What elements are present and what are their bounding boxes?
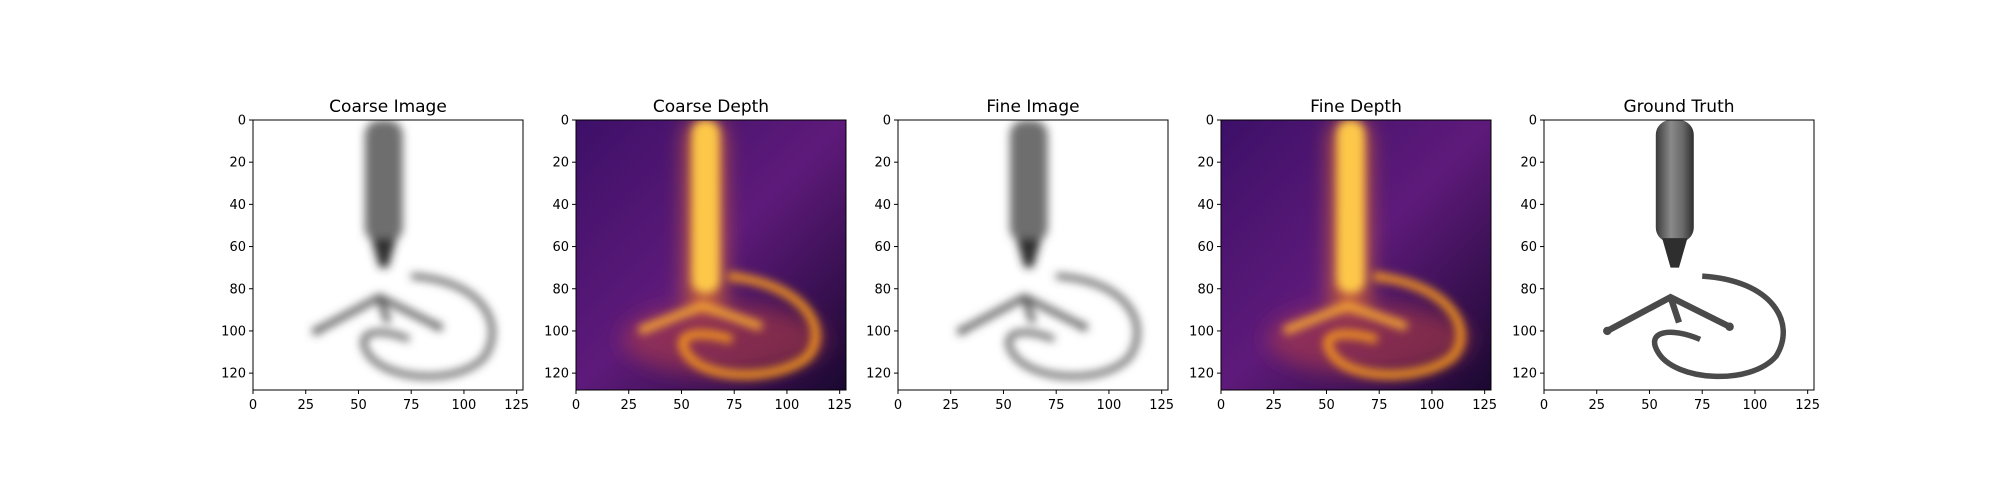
y-tick-label: 80 xyxy=(1520,282,1537,297)
plot-image xyxy=(1603,120,1786,380)
panel-title: Coarse Depth xyxy=(653,97,769,117)
x-tick-label: 125 xyxy=(1149,398,1174,413)
x-tick-label: 75 xyxy=(403,398,420,413)
panel-title: Ground Truth xyxy=(1623,97,1734,117)
y-tick-label: 120 xyxy=(866,367,891,382)
object xyxy=(1603,120,1786,380)
y-tick-label: 80 xyxy=(552,282,569,297)
x-tick-label: 75 xyxy=(1048,398,1065,413)
x-tick-label: 50 xyxy=(995,398,1012,413)
axes-frame xyxy=(252,119,524,391)
x-tick-label: 100 xyxy=(1743,398,1768,413)
y-tick-label: 100 xyxy=(866,324,891,339)
y-tick-label: 0 xyxy=(561,114,569,129)
x-tick-label: 0 xyxy=(572,398,580,413)
plot-image xyxy=(312,120,495,380)
y-tick-label: 100 xyxy=(544,324,569,339)
axes-frame xyxy=(1543,119,1815,391)
y-tick-label: 60 xyxy=(552,240,569,255)
x-tick-label: 75 xyxy=(1371,398,1388,413)
x-tick-label: 25 xyxy=(297,398,314,413)
y-tick-label: 20 xyxy=(229,156,246,171)
x-tick-label: 50 xyxy=(673,398,690,413)
plot-image xyxy=(957,120,1140,380)
x-tick-label: 125 xyxy=(827,398,852,413)
y-tick-label: 20 xyxy=(1520,156,1537,171)
y-tick-label: 40 xyxy=(874,198,891,213)
y-tick-label: 80 xyxy=(874,282,891,297)
x-tick-label: 0 xyxy=(894,398,902,413)
y-tick-label: 120 xyxy=(1512,367,1537,382)
axes-frame xyxy=(897,119,1169,391)
panel-title: Fine Depth xyxy=(1310,97,1402,117)
y-tick-label: 100 xyxy=(221,324,246,339)
y-tick-label: 100 xyxy=(1512,324,1537,339)
y-tick-label: 100 xyxy=(1189,324,1214,339)
y-tick-label: 0 xyxy=(1206,114,1214,129)
plot-image xyxy=(576,120,846,390)
y-tick-label: 40 xyxy=(552,198,569,213)
y-tick-label: 120 xyxy=(221,367,246,382)
panel-2: Coarse Depth 0 25 50 75 100 125 0 20 40 60 80 100 120 xyxy=(544,97,852,413)
x-tick-label: 0 xyxy=(1540,398,1548,413)
object xyxy=(957,120,1140,380)
y-tick-label: 0 xyxy=(1529,114,1537,129)
y-tick-label: 60 xyxy=(874,240,891,255)
panel-5: Ground Truth 0 25 50 75 100 125 0 20 40 60 80 100 120 xyxy=(1512,97,1820,413)
x-tick-label: 25 xyxy=(942,398,959,413)
panel-4: Fine Depth 0 25 50 75 100 125 0 20 40 60 80 100 120 xyxy=(1189,97,1497,413)
depth-object xyxy=(1282,120,1465,379)
x-tick-label: 125 xyxy=(1472,398,1497,413)
y-tick-label: 40 xyxy=(229,198,246,213)
plot-image xyxy=(1221,120,1491,390)
y-tick-label: 60 xyxy=(229,240,246,255)
y-tick-label: 20 xyxy=(552,156,569,171)
object xyxy=(312,120,495,380)
x-tick-label: 75 xyxy=(726,398,743,413)
x-tick-label: 0 xyxy=(1217,398,1225,413)
y-tick-label: 120 xyxy=(1189,367,1214,382)
x-tick-label: 100 xyxy=(775,398,800,413)
x-tick-label: 50 xyxy=(1318,398,1335,413)
y-tick-label: 0 xyxy=(883,114,891,129)
y-tick-label: 20 xyxy=(1197,156,1214,171)
y-tick-label: 40 xyxy=(1197,198,1214,213)
panel-1: Coarse Image 0 25 50 75 100 125 0 20 40 60 80 100 120 xyxy=(221,97,529,413)
x-tick-label: 100 xyxy=(1097,398,1122,413)
axes-frame xyxy=(575,119,847,391)
x-tick-label: 100 xyxy=(452,398,477,413)
y-tick-label: 80 xyxy=(229,282,246,297)
x-tick-label: 25 xyxy=(1588,398,1605,413)
x-tick-label: 125 xyxy=(504,398,529,413)
x-tick-label: 25 xyxy=(1265,398,1282,413)
x-tick-label: 50 xyxy=(350,398,367,413)
y-tick-label: 80 xyxy=(1197,282,1214,297)
y-tick-label: 120 xyxy=(544,367,569,382)
x-tick-label: 25 xyxy=(620,398,637,413)
y-tick-label: 60 xyxy=(1197,240,1214,255)
y-tick-label: 0 xyxy=(238,114,246,129)
panel-title: Coarse Image xyxy=(329,97,447,117)
x-tick-label: 100 xyxy=(1420,398,1445,413)
panel-3: Fine Image 0 25 50 75 100 125 0 20 40 60 80 100 120 xyxy=(866,97,1174,413)
axes-frame xyxy=(1220,119,1492,391)
panel-title: Fine Image xyxy=(986,97,1079,117)
x-tick-label: 125 xyxy=(1795,398,1820,413)
x-tick-label: 0 xyxy=(249,398,257,413)
y-tick-label: 60 xyxy=(1520,240,1537,255)
y-tick-label: 40 xyxy=(1520,198,1537,213)
x-tick-label: 50 xyxy=(1641,398,1658,413)
depth-object xyxy=(637,120,820,379)
y-tick-label: 20 xyxy=(874,156,891,171)
x-tick-label: 75 xyxy=(1694,398,1711,413)
